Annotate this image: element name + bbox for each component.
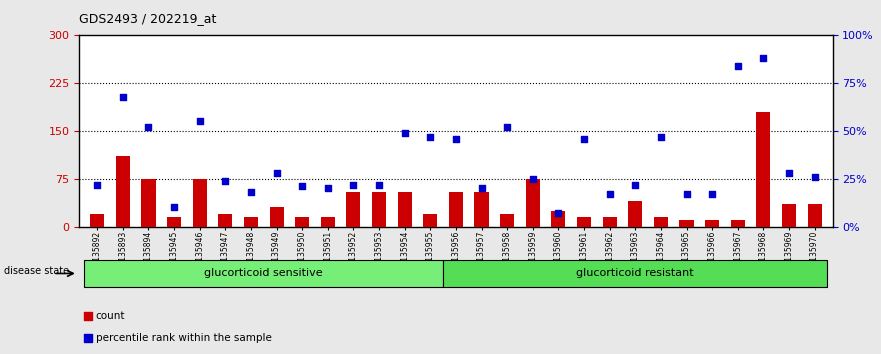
Point: [423, 134, 437, 139]
Point: [756, 56, 770, 61]
Bar: [730, 220, 744, 227]
Bar: [603, 217, 617, 227]
Bar: [654, 217, 668, 227]
Bar: [90, 214, 104, 227]
Text: count: count: [96, 311, 125, 321]
Bar: [346, 192, 360, 227]
Point: [782, 170, 796, 176]
Point: [500, 124, 515, 130]
Point: [193, 119, 207, 124]
Bar: [372, 192, 386, 227]
Bar: [808, 204, 822, 227]
Point: [603, 191, 617, 197]
Bar: [423, 214, 437, 227]
Point: [397, 130, 411, 136]
Point: [295, 184, 309, 189]
Point: [577, 136, 591, 142]
Bar: [142, 179, 156, 227]
Bar: [244, 217, 258, 227]
Text: percentile rank within the sample: percentile rank within the sample: [96, 332, 271, 343]
Point: [81, 335, 95, 341]
Bar: [115, 156, 130, 227]
Point: [654, 134, 668, 139]
Bar: [321, 217, 335, 227]
Bar: [552, 211, 566, 227]
Text: GDS2493 / 202219_at: GDS2493 / 202219_at: [79, 12, 217, 25]
Bar: [475, 192, 489, 227]
Point: [705, 191, 719, 197]
Bar: [397, 192, 411, 227]
Point: [142, 124, 156, 130]
Point: [90, 182, 104, 187]
Point: [81, 314, 95, 319]
Bar: [167, 217, 181, 227]
Bar: [449, 192, 463, 227]
Point: [167, 205, 181, 210]
Bar: [526, 179, 540, 227]
Point: [115, 94, 130, 99]
Point: [552, 210, 566, 216]
Point: [270, 170, 284, 176]
Point: [808, 174, 822, 180]
Point: [448, 136, 463, 142]
Point: [346, 182, 360, 187]
Bar: [295, 217, 309, 227]
Point: [475, 185, 489, 191]
Bar: [756, 112, 770, 227]
Text: glucorticoid sensitive: glucorticoid sensitive: [204, 268, 323, 279]
Bar: [85, 260, 443, 287]
Point: [372, 182, 386, 187]
Point: [679, 191, 693, 197]
Bar: [270, 207, 284, 227]
Bar: [443, 260, 827, 287]
Point: [218, 178, 233, 183]
Text: glucorticoid resistant: glucorticoid resistant: [576, 268, 694, 279]
Bar: [577, 217, 591, 227]
Bar: [782, 204, 796, 227]
Point: [321, 185, 335, 191]
Text: disease state: disease state: [4, 266, 70, 276]
Bar: [500, 214, 515, 227]
Point: [730, 63, 744, 69]
Bar: [218, 214, 233, 227]
Bar: [705, 220, 719, 227]
Point: [628, 182, 642, 187]
Bar: [193, 179, 207, 227]
Point: [526, 176, 540, 182]
Bar: [628, 201, 642, 227]
Bar: [679, 220, 693, 227]
Point: [244, 189, 258, 195]
